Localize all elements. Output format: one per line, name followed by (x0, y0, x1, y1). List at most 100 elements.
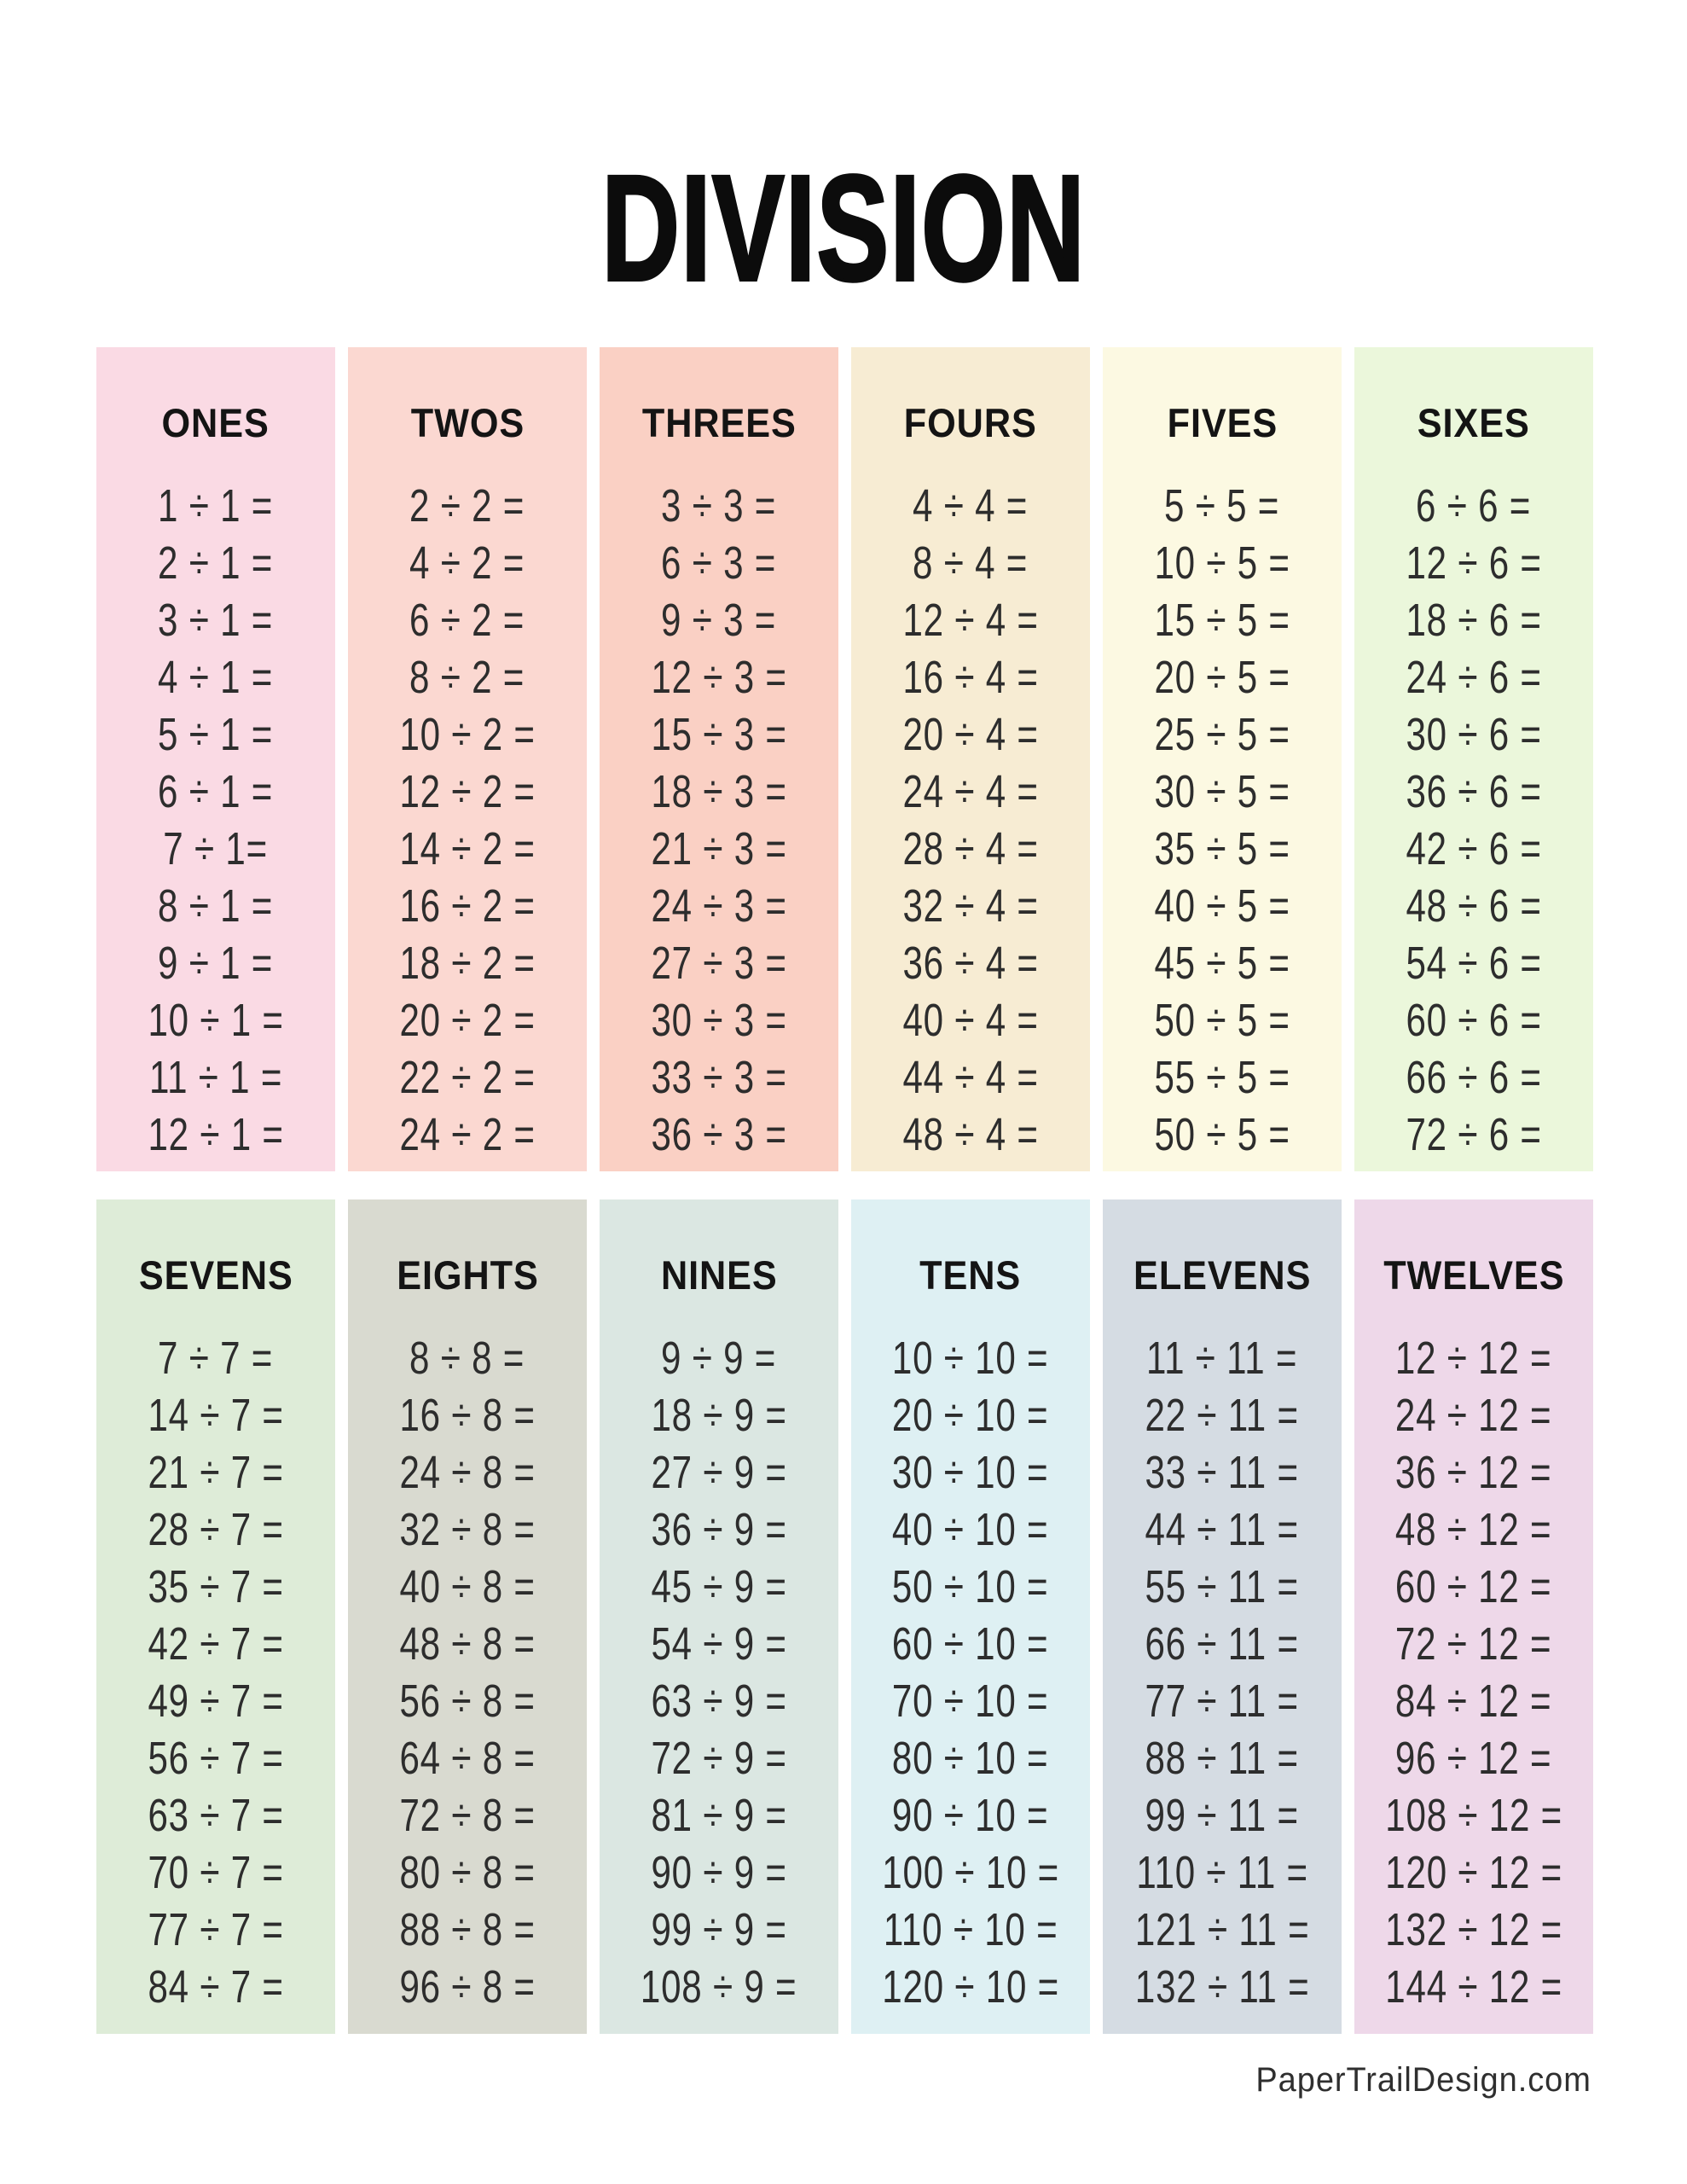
equation-text: 12 ÷ 3 = (651, 651, 787, 703)
equation-text: 100 ÷ 10 = (882, 1846, 1059, 1898)
equation: 25 ÷ 5 = (1103, 706, 1342, 763)
equation: 108 ÷ 12 = (1354, 1786, 1593, 1844)
equation-text: 35 ÷ 5 = (1154, 822, 1290, 874)
equation-text: 10 ÷ 2 = (399, 708, 536, 760)
equation: 4 ÷ 2 = (348, 534, 587, 591)
equation-text: 99 ÷ 9 = (651, 1903, 787, 1955)
equation-text: 10 ÷ 10 = (892, 1332, 1049, 1384)
equation-text: 36 ÷ 12 = (1395, 1446, 1552, 1498)
equation: 6 ÷ 1 = (96, 763, 335, 820)
equation: 84 ÷ 7 = (96, 1958, 335, 2015)
equation: 70 ÷ 7 = (96, 1844, 335, 1901)
table-twelves: TWELVES 12 ÷ 12 = 24 ÷ 12 = 36 ÷ 12 = 48 ÷ … (1354, 1199, 1593, 2034)
equation: 40 ÷ 8 = (348, 1558, 587, 1615)
table-header-twos: TWOS (410, 400, 525, 445)
equation-text: 120 ÷ 10 = (882, 1960, 1059, 2013)
equation-text: 99 ÷ 11 = (1145, 1789, 1300, 1841)
equation-text: 66 ÷ 6 = (1406, 1051, 1542, 1103)
equation-text: 21 ÷ 7 = (148, 1446, 284, 1498)
equation-text: 55 ÷ 5 = (1154, 1051, 1290, 1103)
equation: 28 ÷ 4 = (851, 820, 1090, 877)
equation: 120 ÷ 10 = (851, 1958, 1090, 2015)
equation: 56 ÷ 8 = (348, 1672, 587, 1729)
equation: 9 ÷ 3 = (600, 591, 838, 648)
equation-list-threes: 3 ÷ 3 = 6 ÷ 3 = 9 ÷ 3 = 12 ÷ 3 = 15 ÷ 3 = 18 … (600, 477, 838, 1163)
equation-text: 27 ÷ 9 = (651, 1446, 787, 1498)
equation: 32 ÷ 8 = (348, 1501, 587, 1558)
equation: 36 ÷ 12 = (1354, 1443, 1593, 1501)
equation: 5 ÷ 5 = (1103, 477, 1342, 534)
equation-text: 48 ÷ 12 = (1395, 1503, 1552, 1555)
equation-text: 30 ÷ 3 = (651, 994, 787, 1046)
equation-text: 18 ÷ 9 = (651, 1389, 787, 1441)
equation-text: 4 ÷ 2 = (409, 537, 525, 589)
equation-text: 32 ÷ 8 = (399, 1503, 536, 1555)
equation-text: 4 ÷ 4 = (913, 479, 1029, 531)
equation-text: 9 ÷ 9 = (661, 1332, 777, 1384)
equation-text: 63 ÷ 9 = (651, 1675, 787, 1727)
equation: 27 ÷ 9 = (600, 1443, 838, 1501)
equation: 8 ÷ 4 = (851, 534, 1090, 591)
equation: 32 ÷ 4 = (851, 877, 1090, 934)
equation-text: 60 ÷ 12 = (1395, 1560, 1552, 1612)
footer-credit-text: PaperTrailDesign.com (1255, 2061, 1591, 2099)
equation: 110 ÷ 11 = (1103, 1844, 1342, 1901)
equation: 36 ÷ 4 = (851, 934, 1090, 991)
equation-text: 24 ÷ 3 = (651, 880, 787, 932)
equation-text: 81 ÷ 9 = (651, 1789, 787, 1841)
tables-row-top: ONES 1 ÷ 1 = 2 ÷ 1 = 3 ÷ 1 = 4 ÷ 1 = 5 ÷ 1 =… (96, 347, 1593, 1171)
equation-text: 18 ÷ 2 = (399, 937, 536, 989)
equation-text: 90 ÷ 10 = (892, 1789, 1049, 1841)
tables-row-bottom: SEVENS 7 ÷ 7 = 14 ÷ 7 = 21 ÷ 7 = 28 ÷ 7 = 35… (96, 1199, 1593, 2034)
equation: 90 ÷ 10 = (851, 1786, 1090, 1844)
equation: 66 ÷ 11 = (1103, 1615, 1342, 1672)
equation: 10 ÷ 5 = (1103, 534, 1342, 591)
equation-text: 33 ÷ 11 = (1145, 1446, 1300, 1498)
equation: 10 ÷ 1 = (96, 991, 335, 1048)
equation-text: 96 ÷ 8 = (399, 1960, 536, 2013)
equation-text: 77 ÷ 11 = (1145, 1675, 1300, 1727)
equation-text: 9 ÷ 3 = (661, 594, 777, 646)
equation-text: 6 ÷ 2 = (409, 594, 525, 646)
equation: 7 ÷ 7 = (96, 1329, 335, 1386)
equation: 6 ÷ 6 = (1354, 477, 1593, 534)
equation-text: 11 ÷ 1 = (148, 1051, 283, 1103)
equation: 28 ÷ 7 = (96, 1501, 335, 1558)
equation-text: 14 ÷ 2 = (399, 822, 536, 874)
equation-text: 5 ÷ 1 = (158, 708, 274, 760)
equation-text: 20 ÷ 4 = (902, 708, 1039, 760)
equation-text: 35 ÷ 7 = (148, 1560, 284, 1612)
equation: 132 ÷ 12 = (1354, 1901, 1593, 1958)
tables-grid: ONES 1 ÷ 1 = 2 ÷ 1 = 3 ÷ 1 = 4 ÷ 1 = 5 ÷ 1 =… (96, 347, 1593, 2034)
equation: 132 ÷ 11 = (1103, 1958, 1342, 2015)
equation-list-sixes: 6 ÷ 6 = 12 ÷ 6 = 18 ÷ 6 = 24 ÷ 6 = 30 ÷ 6 = 3… (1354, 477, 1593, 1163)
equation-text: 36 ÷ 9 = (651, 1503, 787, 1555)
equation-text: 66 ÷ 11 = (1145, 1618, 1300, 1670)
equation: 30 ÷ 3 = (600, 991, 838, 1048)
equation: 50 ÷ 5 = (1103, 991, 1342, 1048)
equation: 24 ÷ 2 = (348, 1106, 587, 1163)
equation: 16 ÷ 8 = (348, 1386, 587, 1443)
equation: 24 ÷ 6 = (1354, 648, 1593, 706)
equation: 15 ÷ 5 = (1103, 591, 1342, 648)
equation: 72 ÷ 12 = (1354, 1615, 1593, 1672)
equation: 6 ÷ 2 = (348, 591, 587, 648)
equation: 144 ÷ 12 = (1354, 1958, 1593, 2015)
equation: 80 ÷ 8 = (348, 1844, 587, 1901)
equation-text: 20 ÷ 10 = (892, 1389, 1049, 1441)
equation-text: 42 ÷ 7 = (148, 1618, 284, 1670)
equation: 18 ÷ 3 = (600, 763, 838, 820)
equation-text: 16 ÷ 8 = (399, 1389, 536, 1441)
equation-text: 24 ÷ 2 = (399, 1108, 536, 1160)
equation-text: 72 ÷ 8 = (399, 1789, 536, 1841)
equation-text: 77 ÷ 7 = (148, 1903, 284, 1955)
equation-text: 48 ÷ 4 = (902, 1108, 1039, 1160)
equation: 20 ÷ 4 = (851, 706, 1090, 763)
equation-text: 10 ÷ 1 = (148, 994, 284, 1046)
equation-text: 18 ÷ 3 = (651, 765, 787, 817)
equation: 60 ÷ 6 = (1354, 991, 1593, 1048)
equation: 4 ÷ 1 = (96, 648, 335, 706)
equation-text: 45 ÷ 9 = (651, 1560, 787, 1612)
equation: 10 ÷ 2 = (348, 706, 587, 763)
equation-text: 22 ÷ 11 = (1145, 1389, 1300, 1441)
